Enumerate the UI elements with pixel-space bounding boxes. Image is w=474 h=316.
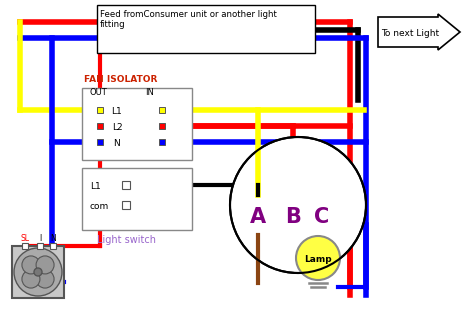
Bar (82, 88, 192, 160)
Text: N: N (114, 139, 120, 148)
Text: Feed fromConsumer unit or another light
fitting: Feed fromConsumer unit or another light … (100, 10, 277, 29)
Circle shape (34, 268, 42, 276)
Text: com: com (90, 202, 109, 211)
Bar (12, 246, 64, 298)
Text: To next Light: To next Light (381, 29, 439, 38)
Text: L1: L1 (111, 107, 122, 116)
FancyArrow shape (378, 14, 460, 50)
Text: IN: IN (145, 88, 154, 97)
Circle shape (14, 248, 62, 296)
Bar (82, 168, 192, 230)
Text: B: B (285, 207, 301, 227)
Text: L1: L1 (90, 182, 101, 191)
Text: OUT: OUT (90, 88, 108, 97)
Bar (97, 5, 315, 53)
Text: FAN ISOLATOR: FAN ISOLATOR (84, 75, 157, 84)
Circle shape (296, 236, 340, 280)
Text: N: N (50, 234, 56, 243)
Text: C: C (314, 207, 329, 227)
Circle shape (36, 270, 54, 288)
Circle shape (230, 137, 366, 273)
Text: A: A (250, 207, 266, 227)
Circle shape (22, 270, 40, 288)
Text: L2: L2 (112, 123, 122, 132)
Text: I: I (39, 234, 41, 243)
Text: SL: SL (20, 234, 29, 243)
Circle shape (22, 256, 40, 274)
Text: Light switch: Light switch (97, 235, 156, 245)
Text: Lamp: Lamp (304, 254, 332, 264)
Circle shape (36, 256, 54, 274)
